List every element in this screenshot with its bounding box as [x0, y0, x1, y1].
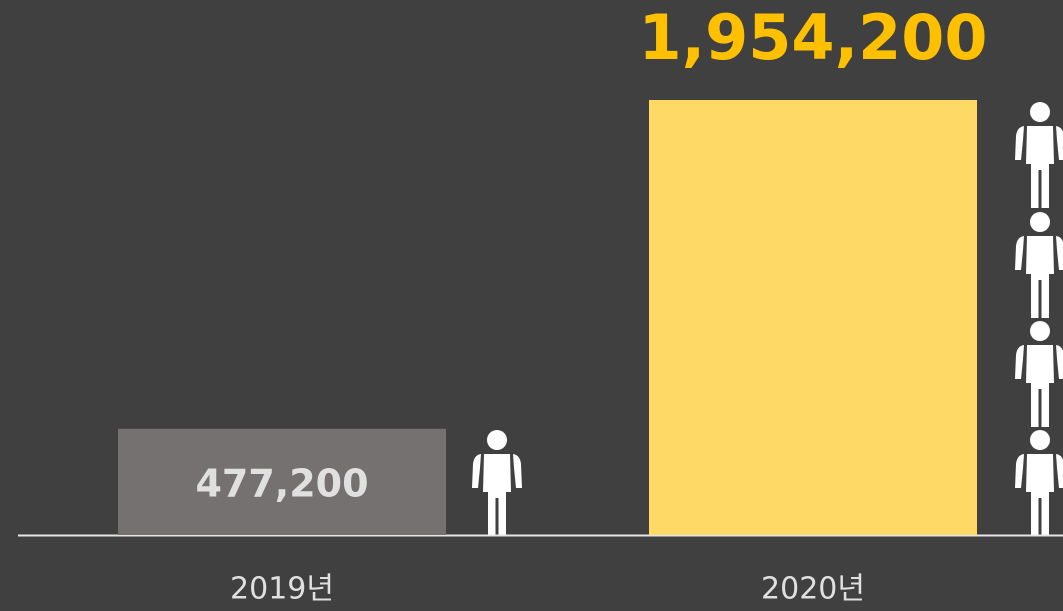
value-label: 1,954,200 [638, 1, 987, 74]
value-label: 477,200 [195, 461, 368, 505]
bar [649, 100, 977, 535]
x-tick-label: 2019년 [230, 572, 334, 607]
bar [118, 428, 446, 535]
x-tick-label: 2020년 [761, 572, 865, 607]
